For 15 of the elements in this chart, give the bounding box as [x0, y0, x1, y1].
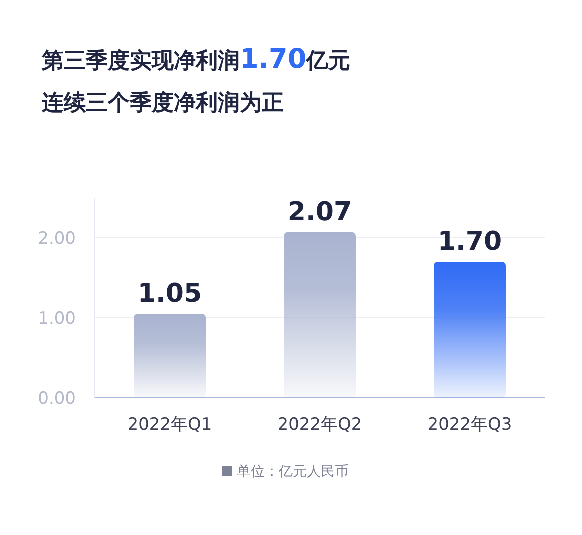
y-tick-label: 0.00: [38, 389, 76, 409]
x-tick-label: 2022年Q1: [128, 415, 212, 435]
data-label: 2.07: [288, 197, 352, 228]
chart-title: 第三季度实现净利润1.70亿元: [41, 44, 351, 75]
data-label: 1.05: [138, 279, 202, 309]
y-tick-label: 2.00: [38, 229, 76, 249]
bar: [134, 314, 206, 398]
y-tick-label: 1.00: [38, 309, 76, 329]
x-tick-label: 2022年Q3: [428, 415, 512, 435]
data-label: 1.70: [438, 227, 502, 257]
bar: [434, 262, 506, 398]
text: 单位：亿元人民币: [237, 464, 349, 480]
bar: [284, 232, 356, 398]
x-tick-label: 2022年Q2: [278, 415, 362, 435]
chart-subtitle: 连续三个季度净利润为正: [41, 90, 284, 116]
